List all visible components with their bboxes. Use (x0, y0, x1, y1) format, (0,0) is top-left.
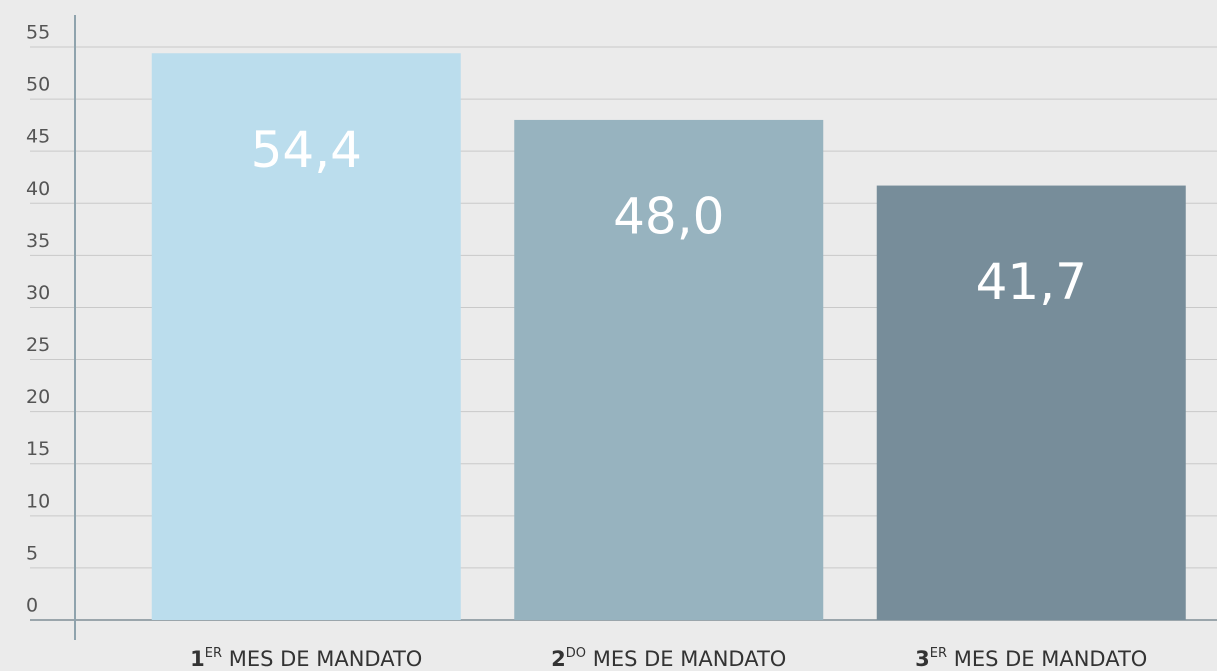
bar (514, 119, 824, 620)
y-tick-label: 55 (26, 22, 50, 44)
y-tick-label: 15 (26, 438, 50, 460)
y-tick-label: 20 (26, 386, 50, 408)
x-tick-label: 2DO MES DE MANDATO (551, 646, 786, 671)
category-suffix: ER (205, 646, 222, 661)
category-suffix: DO (566, 646, 586, 661)
category-text: MES DE MANDATO (222, 647, 422, 671)
y-tick-label: 5 (26, 542, 38, 564)
x-tick-label: 1ER MES DE MANDATO (190, 646, 422, 671)
y-tick-label: 0 (26, 595, 38, 617)
y-tick-label: 25 (26, 334, 50, 356)
y-tick-label: 35 (26, 230, 50, 252)
y-tick-label: 30 (26, 282, 50, 304)
y-tick-label: 50 (26, 74, 50, 96)
category-text: MES DE MANDATO (586, 647, 786, 671)
bar (151, 53, 461, 620)
value-label: 54,4 (251, 121, 362, 179)
category-text: MES DE MANDATO (947, 647, 1147, 671)
y-tick-label: 45 (26, 126, 50, 148)
category-number: 2 (551, 647, 566, 671)
category-suffix: ER (930, 646, 947, 661)
value-label: 41,7 (976, 253, 1087, 311)
category-number: 3 (915, 647, 930, 671)
category-number: 1 (190, 647, 205, 671)
x-tick-label: 3ER MES DE MANDATO (915, 646, 1147, 671)
value-label: 48,0 (613, 187, 724, 245)
bar (876, 185, 1186, 620)
y-tick-label: 40 (26, 178, 50, 200)
y-tick-label: 10 (26, 490, 50, 512)
